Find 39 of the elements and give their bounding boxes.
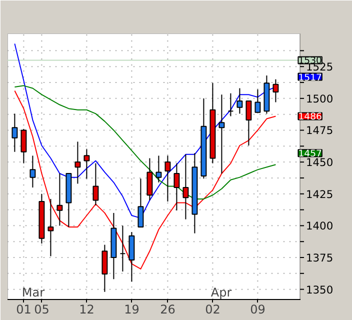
candlestick: [120, 225, 126, 272]
y-tick-label: 1400: [306, 220, 334, 233]
candlestick: [254, 89, 261, 113]
candlestick: [92, 162, 99, 206]
candlestick: [138, 178, 144, 228]
line-series: [14, 90, 276, 270]
candlestick: [182, 154, 189, 220]
candlestick: [156, 155, 162, 183]
x-tick-label: 19: [124, 302, 140, 316]
candlestick: [236, 88, 243, 114]
candlestick: [146, 158, 153, 201]
y-tick-label: 1350: [306, 283, 334, 296]
x-tick-label: 01: [16, 302, 32, 316]
candlestick: [174, 162, 180, 211]
candlestick: [84, 148, 90, 180]
x-tick-label: 09: [250, 302, 266, 316]
x-tick-label: 12: [79, 302, 94, 316]
candlestick: [74, 141, 81, 184]
y-tick-label: 1500: [306, 92, 334, 106]
line-series: [14, 85, 276, 200]
candlestick: [12, 113, 18, 152]
x-tick-label: 05: [34, 302, 50, 316]
candlestick: [56, 173, 63, 226]
candlestick: [48, 198, 54, 257]
x-tick-label: 26: [160, 302, 176, 316]
candlestick: [228, 92, 234, 117]
y-tick-label: 1475: [306, 124, 334, 138]
candlestick: [102, 244, 108, 292]
x-tick-label: 02: [205, 302, 220, 316]
candlestick: [164, 155, 171, 202]
annotation: Mar: [22, 286, 45, 300]
annotation: Apr: [210, 286, 232, 300]
candlestick: [272, 78, 279, 103]
candlestick: [30, 155, 36, 188]
candlestick: [246, 100, 252, 146]
y-tick-label: 1375: [306, 252, 334, 264]
candlestick: [218, 94, 225, 174]
y-tick-label: 1425: [306, 188, 334, 201]
candlestick: [20, 128, 27, 164]
